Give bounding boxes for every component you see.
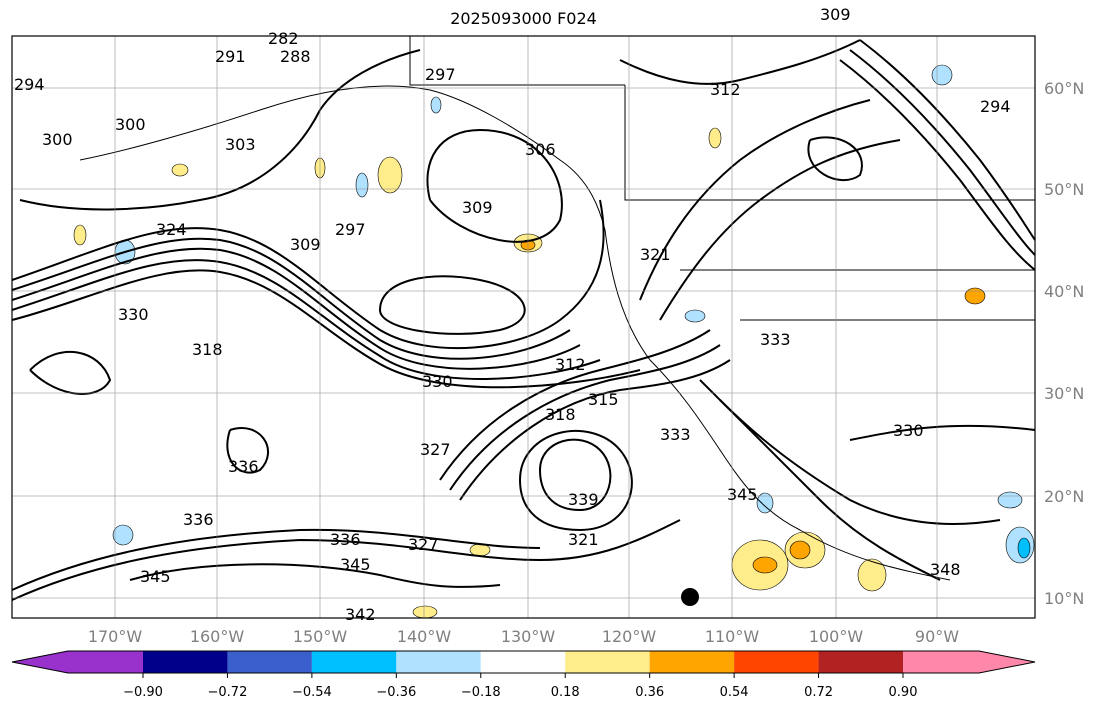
contour-label: 333 <box>660 425 691 444</box>
longitude-labels: 170°W 160°W 150°W 140°W 130°W 120°W 110°… <box>88 627 959 646</box>
lon-label: 140°W <box>397 627 452 646</box>
contour-label: 297 <box>425 65 456 84</box>
contour-label: 345 <box>140 567 171 586</box>
contour-label: 309 <box>820 5 851 24</box>
contour-label: 327 <box>408 535 439 554</box>
contour-label: 315 <box>588 390 619 409</box>
lat-label: 60°N <box>1044 79 1084 98</box>
storm-marker <box>681 588 699 606</box>
contour-label: 297 <box>335 220 366 239</box>
colorbar-outline <box>11 650 1036 674</box>
contour-label: 312 <box>710 80 741 99</box>
map-panel: 294 300 303 291 288 282 297 297 306 309 … <box>11 5 1036 624</box>
colorbar-segment <box>396 651 481 673</box>
contour-label: 336 <box>228 457 259 476</box>
contour-label: 321 <box>640 245 671 264</box>
map-title: 2025093000 F024 <box>450 9 597 28</box>
colorbar-segment <box>734 651 819 673</box>
colorbar-segment <box>903 651 1035 673</box>
contour-label: 300 <box>42 130 73 149</box>
contour-label: 300 <box>115 115 146 134</box>
colorbar-segment <box>227 651 312 673</box>
colorbar-tick-label: 0.18 <box>551 685 580 700</box>
colorbar-segment <box>480 651 566 673</box>
contour-label: 345 <box>727 485 758 504</box>
colorbar-tick-label: 0.54 <box>720 685 749 700</box>
colorbar-tick-label: −0.54 <box>292 685 332 700</box>
colorbar-tick-label: −0.72 <box>208 685 248 700</box>
contour-label: 330 <box>118 305 149 324</box>
contour-label: 318 <box>192 340 223 359</box>
lat-label: 50°N <box>1044 180 1084 199</box>
contour-label: 348 <box>930 560 961 579</box>
contour-label: 339 <box>568 490 599 509</box>
colorbar-tick-label: −0.36 <box>376 685 416 700</box>
lon-label: 130°W <box>501 627 556 646</box>
contour-label: 309 <box>462 198 493 217</box>
colorbar-segment <box>12 651 143 673</box>
contour-label: 303 <box>225 135 256 154</box>
lat-label: 10°N <box>1044 589 1084 608</box>
contour-label: 282 <box>268 29 299 48</box>
contour-label: 330 <box>422 372 453 391</box>
colorbar-segment <box>818 651 903 673</box>
contour-label: 288 <box>280 47 311 66</box>
colorbar: −0.90 −0.72 −0.54 −0.36 −0.18 0.18 0.36 0.54 0.7… <box>11 650 1036 700</box>
contour-label: 336 <box>183 510 214 529</box>
colorbar-segment <box>565 651 650 673</box>
colorbar-tick-label: −0.18 <box>461 685 501 700</box>
lon-label: 160°W <box>190 627 245 646</box>
contour-label: 324 <box>156 220 187 239</box>
graticule <box>12 36 1035 618</box>
contour-label: 306 <box>525 140 556 159</box>
colorbar-tick-label: 0.72 <box>804 685 833 700</box>
lon-label: 170°W <box>88 627 143 646</box>
contour-label: 336 <box>330 530 361 549</box>
contour-label: 327 <box>420 440 451 459</box>
contour-label: 342 <box>345 605 376 624</box>
colorbar-segment <box>649 651 735 673</box>
contour-label: 345 <box>340 555 371 574</box>
contour-label: 312 <box>555 355 586 374</box>
colorbar-tick-label: 0.36 <box>635 685 664 700</box>
lon-label: 100°W <box>809 627 864 646</box>
contour-label: 333 <box>760 330 791 349</box>
latitude-labels: 60°N 50°N 40°N 30°N 20°N 10°N <box>1044 79 1084 608</box>
lat-label: 40°N <box>1044 282 1084 301</box>
lon-label: 90°W <box>915 627 959 646</box>
lon-label: 150°W <box>293 627 348 646</box>
contour-labels: 294 300 303 291 288 282 297 297 306 309 … <box>14 5 1011 624</box>
lat-label: 20°N <box>1044 487 1084 506</box>
colorbar-tick-label: −0.90 <box>123 685 163 700</box>
contour-label: 330 <box>893 421 924 440</box>
contour-label: 318 <box>545 405 576 424</box>
contour-label: 309 <box>290 235 321 254</box>
contour-label: 291 <box>215 47 246 66</box>
contour-label: 294 <box>14 75 45 94</box>
colorbar-tick-label: 0.90 <box>889 685 918 700</box>
coastlines <box>79 36 1035 581</box>
lon-label: 120°W <box>602 627 657 646</box>
colorbar-segment <box>143 651 228 673</box>
contour-label: 321 <box>568 530 599 549</box>
map-frame <box>11 35 1036 619</box>
contour-label: 294 <box>980 97 1011 116</box>
lat-label: 30°N <box>1044 384 1084 403</box>
colorbar-segment <box>311 651 397 673</box>
lon-label: 110°W <box>705 627 760 646</box>
